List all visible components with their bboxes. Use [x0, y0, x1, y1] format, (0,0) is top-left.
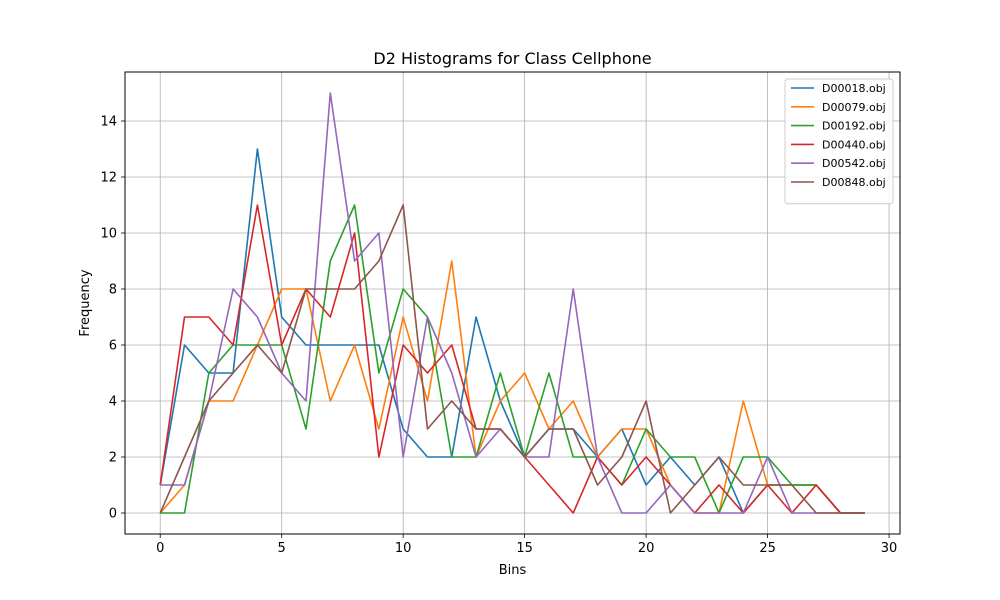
grid: [125, 72, 900, 534]
y-tick-label: 14: [100, 115, 117, 130]
x-axis: 0 5 10 15 20 25 30: [156, 534, 897, 556]
legend-label: D00018.obj: [822, 82, 886, 95]
y-tick-label: 10: [100, 227, 117, 242]
x-tick-label: 25: [759, 541, 776, 556]
x-tick-label: 5: [278, 541, 286, 556]
y-axis: 0 2 4 6 8 10 12 14: [100, 115, 125, 522]
legend-label: D00440.obj: [822, 138, 886, 151]
series-line-3: [160, 204, 865, 514]
y-tick-label: 4: [109, 395, 117, 410]
series-line-2: [159, 260, 865, 514]
series-lines: [159, 92, 865, 514]
y-tick-label: 2: [109, 451, 117, 466]
y-tick-label: 8: [109, 283, 117, 298]
legend-label: D00542.obj: [822, 157, 886, 170]
plot-frame: [124, 71, 901, 535]
y-axis-title: Frequency: [78, 269, 93, 336]
y-tick-label: 0: [109, 507, 117, 522]
legend-box: [784, 78, 894, 205]
y-tick-label: 12: [100, 171, 117, 186]
series-line-6: [159, 204, 865, 514]
y-tick-label: 6: [109, 339, 117, 354]
x-tick-label: 30: [881, 541, 898, 556]
legend-label: D00192.obj: [822, 120, 886, 133]
x-tick-label: 0: [156, 541, 164, 556]
x-tick-label: 15: [516, 541, 533, 556]
legend: D00018.obj D00079.obj D00192.obj D00440.obj…: [784, 78, 894, 205]
legend-label: D00848.obj: [822, 176, 886, 189]
legend-label: D00079.obj: [822, 101, 886, 114]
x-axis-title: Bins: [499, 563, 527, 578]
chart-title: D2 Histograms for Class Cellphone: [373, 49, 651, 68]
x-tick-label: 10: [395, 541, 412, 556]
x-tick-label: 20: [638, 541, 655, 556]
